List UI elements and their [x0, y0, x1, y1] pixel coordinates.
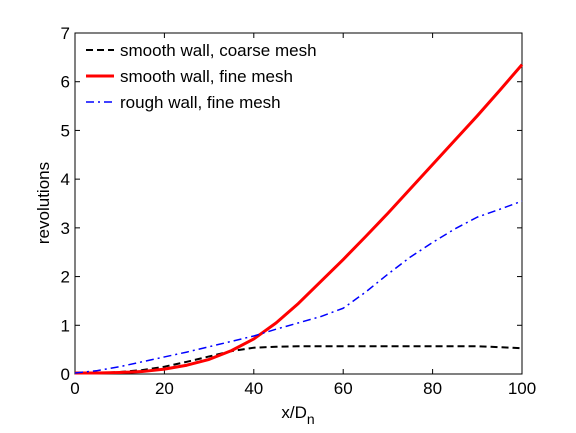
legend-label-2: rough wall, fine mesh — [120, 93, 281, 112]
axis-ticks: 0 20 40 60 80 100 0 1 2 3 4 5 6 7 — [61, 24, 537, 398]
y-axis-label: revolutions — [34, 162, 53, 244]
y-tick-label: 5 — [61, 121, 70, 140]
y-tick-label: 4 — [61, 170, 70, 189]
y-tick-label: 2 — [61, 268, 70, 287]
x-tick-label: 80 — [423, 379, 442, 398]
y-tick-label: 1 — [61, 316, 70, 335]
series-layer — [74, 63, 524, 375]
y-tick-label: 0 — [61, 365, 70, 384]
series-line-0 — [75, 345, 523, 375]
y-tick-label: 7 — [61, 24, 70, 43]
legend-label-0: smooth wall, coarse mesh — [120, 41, 317, 60]
legend: smooth wall, coarse mesh smooth wall, fin… — [86, 41, 317, 112]
x-tick-label: 0 — [70, 379, 79, 398]
y-tick-label: 6 — [61, 73, 70, 92]
y-tick-label: 3 — [61, 219, 70, 238]
series-line-2 — [74, 200, 523, 374]
x-tick-label: 40 — [244, 379, 263, 398]
x-tick-label: 20 — [155, 379, 174, 398]
x-tick-label: 60 — [334, 379, 353, 398]
x-axis-label-subscript: n — [307, 411, 315, 427]
legend-label-1: smooth wall, fine mesh — [120, 67, 293, 86]
plot-area — [74, 32, 523, 375]
x-axis-label-main: x/D — [281, 403, 307, 422]
series-line-1 — [75, 63, 524, 375]
x-tick-label: 100 — [508, 379, 536, 398]
x-axis-label: x/Dn — [281, 403, 314, 427]
